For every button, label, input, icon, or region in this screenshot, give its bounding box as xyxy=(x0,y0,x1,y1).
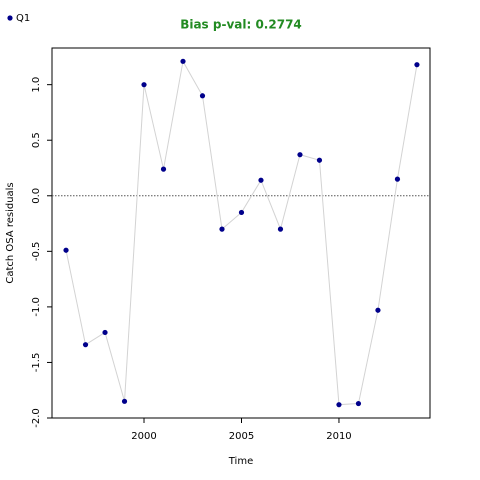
x-tick-label: 2005 xyxy=(229,431,254,442)
data-point xyxy=(121,398,128,404)
legend-label: Q1 xyxy=(16,13,30,24)
y-tick-label: 1.0 xyxy=(31,77,42,93)
y-tick-label: 0.5 xyxy=(31,132,42,148)
y-tick-label: -2.0 xyxy=(31,408,42,428)
data-point xyxy=(238,209,245,216)
data-point xyxy=(219,226,225,232)
chart-title: Bias p-val: 0.2774 xyxy=(180,18,302,32)
legend-marker xyxy=(7,15,13,21)
plot-frame xyxy=(51,47,431,419)
data-point xyxy=(394,176,401,182)
data-point xyxy=(316,157,323,163)
data-point xyxy=(258,177,264,183)
data-point xyxy=(414,62,420,68)
data-point xyxy=(180,58,186,64)
y-axis-label: Catch OSA residuals xyxy=(5,182,16,283)
y-tick-label: -0.5 xyxy=(31,242,42,262)
y-tick-label: 0.0 xyxy=(31,188,42,204)
x-tick-label: 2000 xyxy=(131,431,156,442)
series-line xyxy=(65,59,418,406)
data-point xyxy=(141,82,147,88)
data-point xyxy=(375,307,381,313)
data-point xyxy=(63,247,69,253)
y-tick-label: -1.0 xyxy=(31,297,42,317)
data-point xyxy=(160,166,167,172)
data-point xyxy=(199,93,206,99)
x-axis-label: Time xyxy=(228,456,253,467)
data-point xyxy=(297,152,303,158)
data-point xyxy=(355,400,362,407)
data-point xyxy=(336,402,342,408)
data-point xyxy=(82,342,89,348)
y-tick-label: -1.5 xyxy=(31,353,42,373)
data-point xyxy=(102,329,108,336)
x-tick-label: 2010 xyxy=(326,431,351,442)
data-point xyxy=(277,226,284,232)
